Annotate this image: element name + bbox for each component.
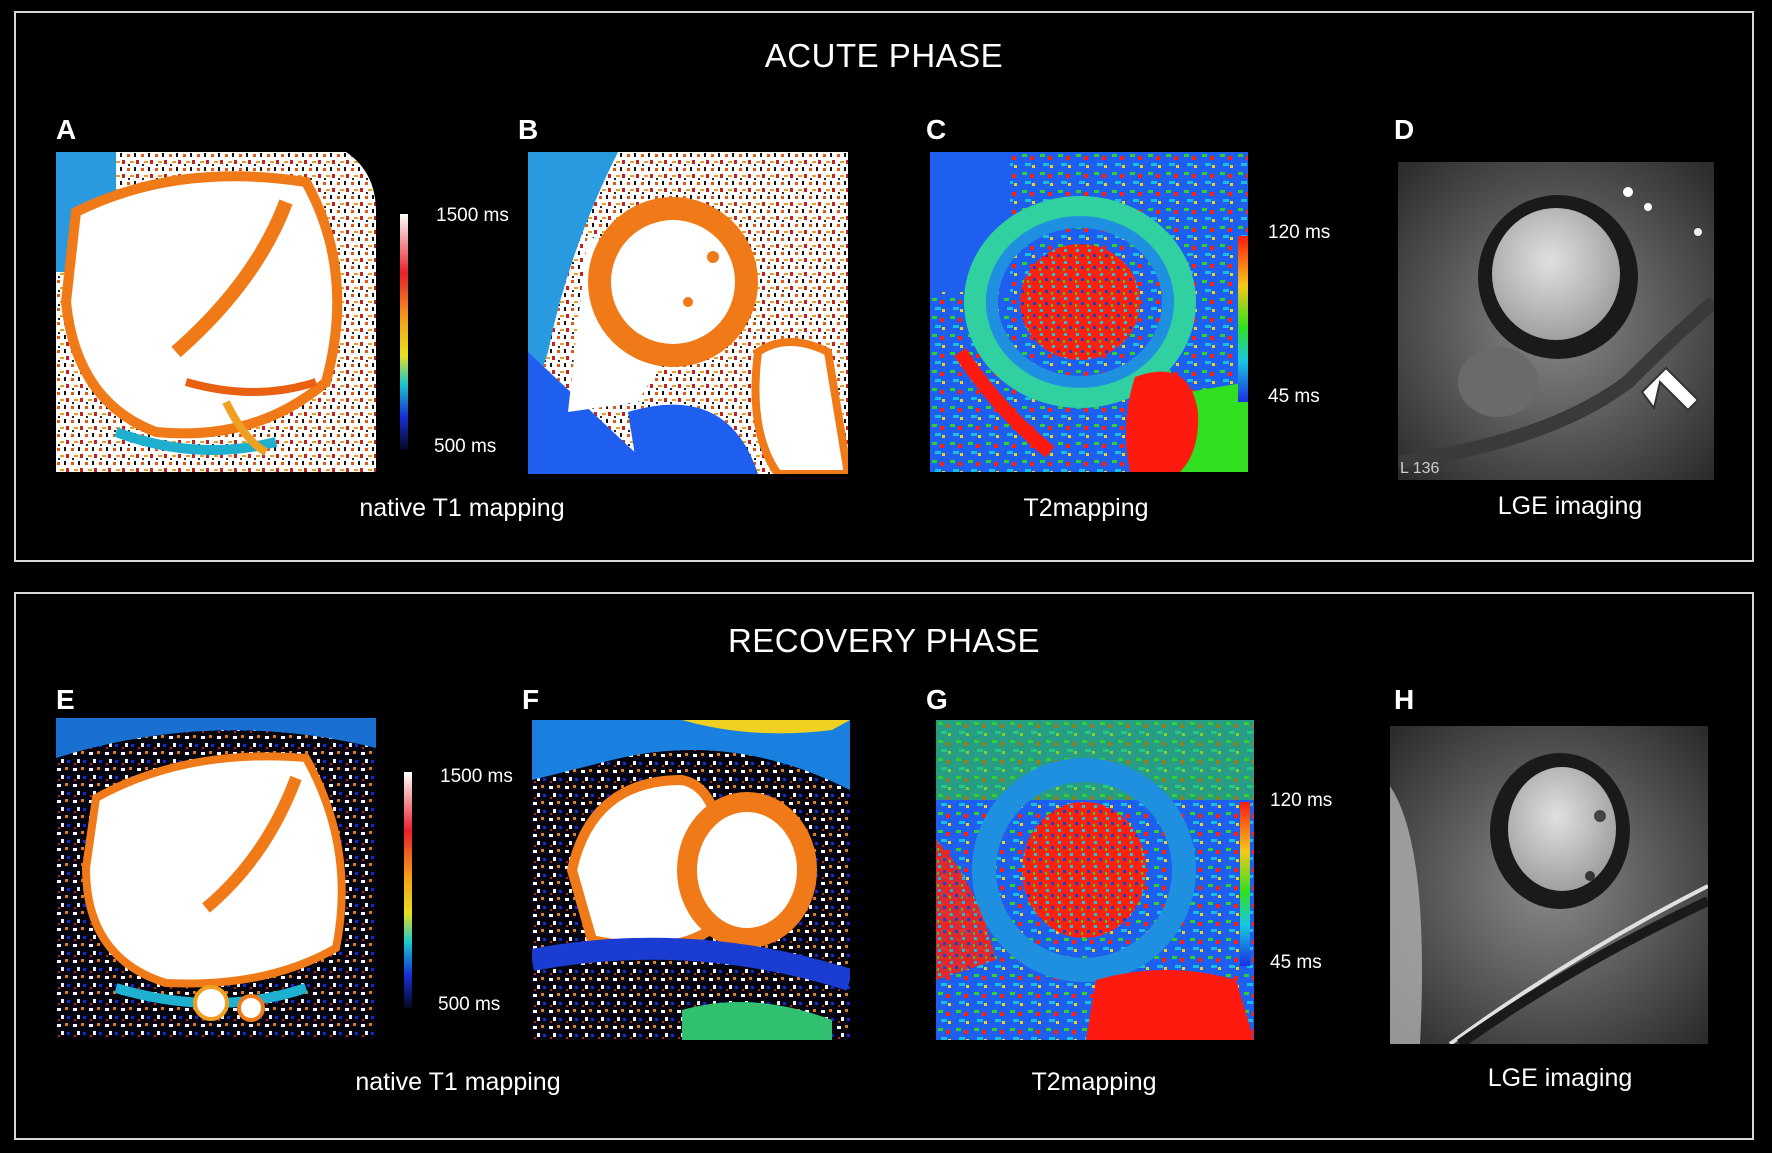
caption-t1-recovery: native T1 mapping	[355, 1068, 561, 1096]
panel-letter-h: H	[1394, 684, 1415, 715]
t2-scale-min-g: 45 ms	[1270, 952, 1322, 973]
caption-t2-recovery: T2mapping	[1031, 1068, 1157, 1096]
t2-short-axis-image-g	[936, 720, 1254, 1040]
t1-colorbar-e	[404, 772, 412, 1008]
t1-scale-min-e: 500 ms	[438, 994, 501, 1015]
t2-colorbar-g	[1240, 802, 1250, 966]
recovery-phase-title: RECOVERY PHASE	[727, 622, 1041, 659]
panel-letter-a: A	[56, 114, 77, 145]
caption-t2-acute: T2mapping	[1023, 494, 1149, 522]
caption-lge-recovery: LGE imaging	[1487, 1064, 1633, 1092]
t2-scale-max-c: 120 ms	[1268, 222, 1331, 243]
caption-lge-acute: LGE imaging	[1497, 492, 1643, 520]
t1-colorbar-a	[400, 214, 408, 450]
panel-letter-g: G	[926, 684, 948, 715]
t2-short-axis-image-c	[930, 152, 1248, 472]
t1-scale-max-a: 1500 ms	[436, 205, 509, 226]
t1-scale-min-a: 500 ms	[434, 436, 497, 457]
t2-colorbar-c	[1238, 236, 1248, 402]
t1-four-chamber-image-e	[56, 718, 376, 1038]
t2-scale-max-g: 120 ms	[1270, 790, 1333, 811]
lge-short-axis-image-h	[1390, 726, 1708, 1044]
acute-phase-section: ACUTE PHASE	[14, 11, 1754, 562]
panel-letter-c: C	[926, 114, 947, 145]
lge-short-axis-image-d: L 136	[1398, 162, 1714, 480]
caption-t1-acute: native T1 mapping	[359, 494, 565, 522]
t1-short-axis-image-f	[532, 720, 850, 1040]
panel-letter-f: F	[522, 684, 540, 715]
acute-phase-title: ACUTE PHASE	[764, 37, 1004, 74]
t1-scale-max-e: 1500 ms	[440, 766, 513, 787]
panel-letter-d: D	[1394, 114, 1415, 145]
recovery-phase-section: RECOVERY PHASE	[14, 592, 1754, 1140]
lge-overlay-text: L 136	[1400, 460, 1440, 477]
arrow-annotation	[1640, 366, 1700, 412]
panel-letter-e: E	[56, 684, 75, 715]
t1-short-axis-image-b	[528, 152, 848, 474]
panel-letter-b: B	[518, 114, 539, 145]
t2-scale-min-c: 45 ms	[1268, 386, 1320, 407]
t1-four-chamber-image-a	[56, 152, 376, 472]
